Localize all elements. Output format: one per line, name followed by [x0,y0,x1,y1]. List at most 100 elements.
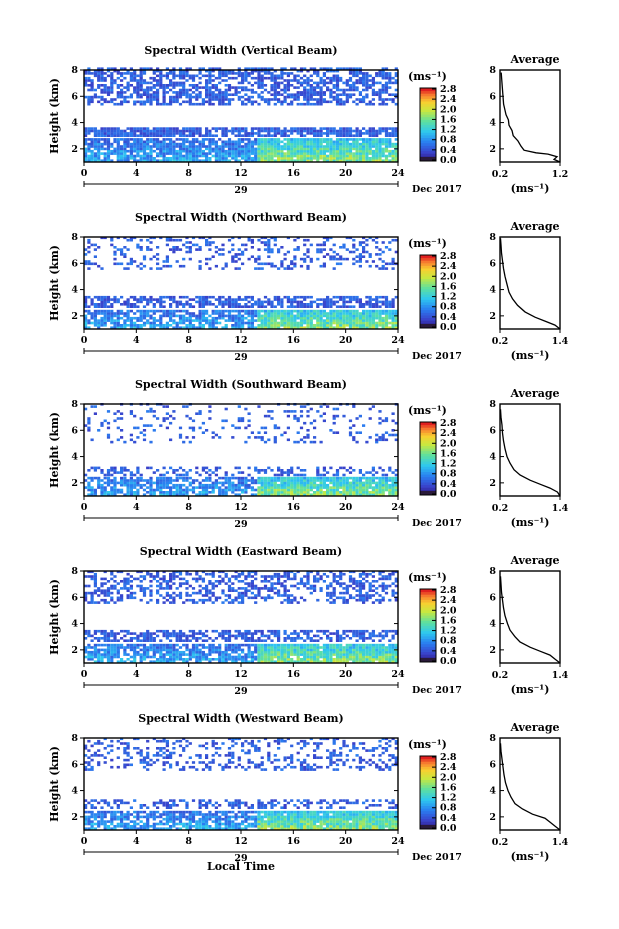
heatmap-cell [178,321,183,325]
heatmap-cell [362,241,366,244]
heatmap-cell [156,309,160,313]
heatmap-cell [129,74,133,78]
heatmap-cell [93,321,97,325]
heatmap-cell [342,488,346,492]
heatmap-cell [97,326,101,329]
heatmap-cell [384,326,389,329]
heatmap-cell [231,324,235,327]
heatmap-cell [182,147,186,151]
heatmap-cell [371,91,375,94]
heatmap-cell [149,481,153,485]
heatmap-cell [332,488,336,492]
heatmap-cell [211,149,215,153]
heatmap-cell [234,321,238,325]
heatmap-cell [267,594,271,597]
heatmap-cell [267,102,271,106]
heatmap-cell [273,84,277,87]
heatmap-cell [100,486,104,489]
colorbar-segment [420,111,436,115]
heatmap-cell [133,88,137,92]
heatmap-cell [332,431,336,434]
heatmap-cell [162,91,166,94]
heatmap-cell [250,312,254,315]
heatmap-cell [185,88,189,92]
heatmap-cell [103,159,107,162]
heatmap-cell [280,157,284,160]
heatmap-cell [365,142,369,146]
heatmap-cell [185,488,189,492]
heatmap-cell [322,138,326,141]
heatmap-cell [110,309,114,313]
heatmap-cell [93,316,97,320]
heatmap-cell [169,305,173,308]
heatmap-cell [152,138,156,141]
heatmap-cell [381,102,385,106]
heatmap-cell [218,295,222,299]
heatmap-cell [277,132,281,135]
heatmap-cell [299,493,304,496]
heatmap-cell [100,591,104,595]
heatmap-cell [263,140,268,144]
heatmap-cell [149,491,153,494]
heatmap-cell [97,246,101,249]
heatmap-cell [227,76,232,80]
heatmap-cell [316,319,320,322]
heatmap-cell [335,134,340,137]
heatmap-cell [286,314,290,318]
heatmap-cell [87,421,91,425]
heatmap-cell [103,488,107,492]
heatmap-cell [365,93,369,96]
heatmap-cell [296,157,300,160]
heatmap-cell [303,316,307,320]
heatmap-cell [352,316,356,320]
heatmap-cell [244,591,248,595]
heatmap-cell [136,466,140,470]
heatmap-cell [129,309,133,313]
heatmap-cell [283,431,287,434]
heatmap-cell [306,488,310,492]
heatmap-cell [250,100,254,104]
heatmap-cell [156,246,160,249]
heatmap-cell [267,147,271,151]
heatmap-cell [329,321,333,325]
heatmap-cell [178,95,183,99]
heatmap-cell [241,305,245,308]
heatmap-cell [290,321,294,325]
heatmap-cell [365,145,369,148]
heatmap-cell [136,100,140,104]
heatmap-cell [198,149,202,153]
heatmap-cell [309,67,313,70]
heatmap-cell [280,309,284,313]
heatmap-cell [208,473,212,477]
heatmap-cell [142,81,147,85]
heatmap-cell [244,488,248,492]
heatmap-cell [93,127,97,130]
heatmap-cell [84,132,88,135]
heatmap-cell [348,305,353,308]
heatmap-cell [394,486,398,489]
heatmap-cell [185,79,189,82]
heatmap-cell [267,316,271,320]
heatmap-cell [100,142,104,146]
heatmap-cell [221,91,225,94]
heatmap-cell [290,67,294,70]
heatmap-cell [205,303,209,306]
heatmap-cell [378,491,382,494]
heatmap-cell [335,469,340,472]
heatmap-cell [329,316,333,320]
heatmap-cell [221,491,225,494]
heatmap-cell [273,440,277,444]
heatmap-cell [296,314,300,318]
heatmap-cell [260,140,264,144]
heatmap-cell [368,300,372,304]
heatmap-cell [172,321,176,325]
heatmap-cell [162,147,166,151]
heatmap-cell [283,314,287,318]
heatmap-cell [362,88,366,92]
heatmap-cell [175,74,179,78]
heatmap-cell [162,405,166,408]
heatmap-cell [139,309,143,313]
heatmap-cell [205,147,209,151]
heatmap-cell [316,473,320,477]
heatmap-cell [169,88,173,92]
